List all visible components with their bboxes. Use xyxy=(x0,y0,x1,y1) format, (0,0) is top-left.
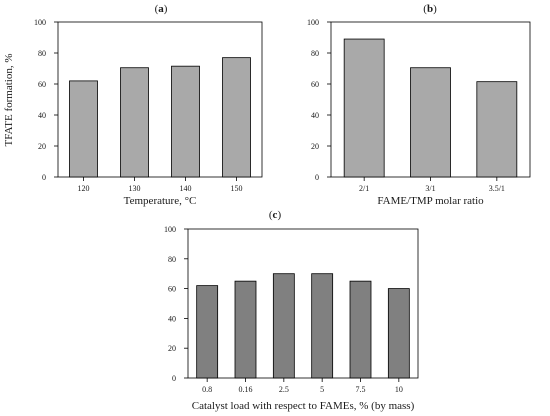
bar xyxy=(476,81,518,178)
x-axis-label: Temperature, °C xyxy=(124,195,197,207)
x-tick-label: 7.5 xyxy=(356,385,366,394)
y-tick-label: 60 xyxy=(38,80,46,89)
y-tick-label: 20 xyxy=(38,142,46,151)
x-tick-label: 2.5 xyxy=(279,385,289,394)
x-tick-label: 10 xyxy=(395,385,403,394)
x-tick-label: 150 xyxy=(231,184,243,193)
y-tick-label: 20 xyxy=(311,142,319,151)
plot-frame xyxy=(57,21,263,178)
bar xyxy=(196,285,219,379)
bar xyxy=(120,67,149,178)
x-tick-label: 140 xyxy=(180,184,192,193)
y-tick-label: 100 xyxy=(34,18,46,27)
bar xyxy=(387,288,410,379)
bar xyxy=(410,67,451,178)
y-axis-label: TFATE formation, % xyxy=(3,54,15,147)
y-tick-label: 80 xyxy=(311,49,319,58)
y-tick-label: 80 xyxy=(38,49,46,58)
bar xyxy=(171,65,200,178)
bar xyxy=(311,273,334,379)
y-tick-label: 0 xyxy=(172,374,176,383)
x-tick-label: 2/1 xyxy=(359,184,369,193)
y-tick-label: 20 xyxy=(168,344,176,353)
panel-label: (b) xyxy=(423,3,437,15)
y-tick-label: 80 xyxy=(168,255,176,264)
y-tick-label: 0 xyxy=(315,173,319,182)
panel-b: (b) 0 20 40 60 80 100 2/1 3/1 3.5/1 FAME/TMP molar… xyxy=(307,3,531,207)
plot-frame xyxy=(187,228,419,379)
panel-label: (c) xyxy=(269,209,282,221)
panel-c: (c) 0 20 40 60 80 100 0.8 0.16 2.5 5 7.5 10 Catalyst … xyxy=(164,209,419,412)
panel-label: (a) xyxy=(155,3,168,15)
x-tick-label: 3/1 xyxy=(425,184,435,193)
x-tick-label: 120 xyxy=(78,184,90,193)
y-tick-label: 60 xyxy=(311,80,319,89)
y-tick-label: 0 xyxy=(42,173,46,182)
x-tick-label: 5 xyxy=(320,385,324,394)
bar xyxy=(69,80,98,178)
y-tick-label: 40 xyxy=(311,111,319,120)
x-tick-label: 0.16 xyxy=(239,385,253,394)
y-tick-label: 100 xyxy=(307,18,319,27)
bar xyxy=(272,273,295,379)
y-tick-label: 40 xyxy=(168,314,176,323)
bar xyxy=(234,280,257,379)
x-axis-label: Catalyst load with respect to FAMEs, % (… xyxy=(192,400,415,412)
y-tick-label: 40 xyxy=(38,111,46,120)
y-tick-label: 60 xyxy=(168,285,176,294)
x-tick-label: 0.8 xyxy=(202,385,212,394)
x-axis-label: FAME/TMP molar ratio xyxy=(377,195,484,207)
panel-a: (a) 0 20 40 60 80 100 120 130 140 150 Temperature, … xyxy=(34,3,263,207)
bar xyxy=(222,57,251,178)
bar xyxy=(349,280,372,379)
bar xyxy=(343,38,385,178)
x-tick-label: 130 xyxy=(129,184,141,193)
x-tick-label: 3.5/1 xyxy=(489,184,505,193)
y-tick-label: 100 xyxy=(164,225,176,234)
